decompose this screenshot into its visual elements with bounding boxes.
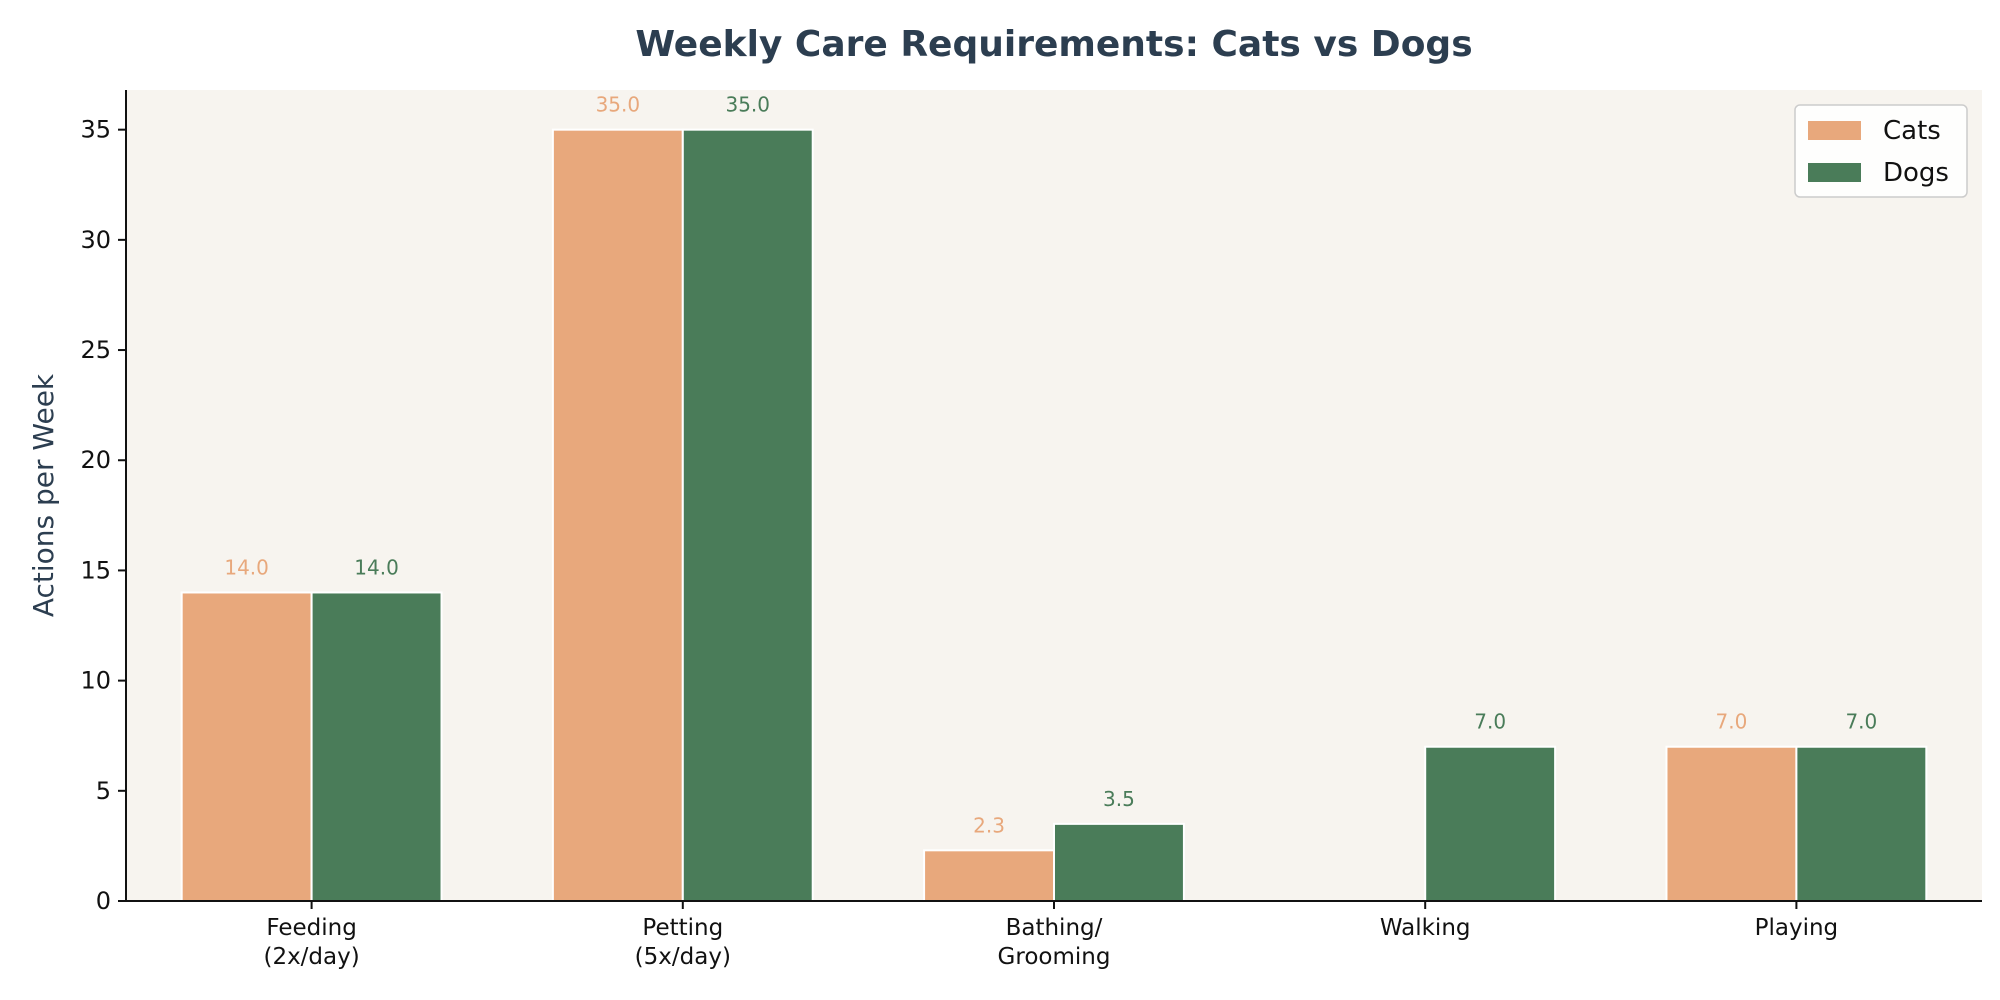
- data-label-dogs-2: 3.5: [1103, 787, 1135, 811]
- x-tick-label-line: Walking: [1380, 915, 1471, 941]
- x-tick-label: Walking: [1380, 915, 1471, 941]
- legend-swatch-cats: [1808, 121, 1861, 140]
- bar-cats-2: [923, 849, 1056, 902]
- y-tick-label: 25: [80, 336, 111, 364]
- data-label-cats-2: 2.3: [973, 813, 1005, 837]
- legend-swatch-dogs: [1808, 163, 1861, 182]
- legend-label-dogs: Dogs: [1883, 158, 1949, 188]
- y-tick-label: 35: [80, 116, 111, 144]
- x-tick-label-line: Grooming: [998, 944, 1111, 970]
- bar-dogs-0: [310, 591, 443, 903]
- legend-label-cats: Cats: [1883, 116, 1941, 146]
- y-tick-label: 30: [80, 226, 111, 254]
- bar-dogs-2: [1053, 822, 1185, 902]
- y-tick-label: 5: [96, 777, 111, 805]
- y-tick-label: 15: [80, 556, 111, 584]
- x-tick-label-line: Feeding: [266, 915, 356, 941]
- data-label-cats-1: 35.0: [596, 93, 641, 117]
- y-tick-label: 0: [96, 887, 111, 915]
- data-label-cats-4: 7.0: [1716, 710, 1748, 734]
- x-tick-label-line: Petting: [642, 915, 723, 941]
- x-tick-label-line: (5x/day): [635, 944, 731, 970]
- bar-cats-0: [180, 591, 313, 903]
- x-tick-label-line: (2x/day): [263, 944, 359, 970]
- x-tick-label: Bathing/Grooming: [998, 915, 1111, 970]
- x-tick-label-line: Bathing/: [1006, 915, 1103, 941]
- bar-dogs-4: [1795, 745, 1928, 903]
- bar-dogs-3: [1424, 745, 1557, 903]
- bar-cats-1: [551, 128, 684, 903]
- y-tick-label: 20: [80, 446, 111, 474]
- x-tick-label-line: Playing: [1755, 915, 1839, 941]
- y-tick-label: 10: [80, 667, 111, 695]
- chart-title: Weekly Care Requirements: Cats vs Dogs: [635, 24, 1472, 65]
- y-axis-label: Actions per Week: [27, 373, 60, 617]
- data-label-cats-0: 14.0: [224, 555, 269, 579]
- data-label-dogs-1: 35.0: [725, 93, 770, 117]
- data-label-dogs-4: 7.0: [1845, 710, 1877, 734]
- x-tick-label: Playing: [1755, 915, 1839, 941]
- data-label-dogs-3: 7.0: [1474, 710, 1506, 734]
- data-label-dogs-0: 14.0: [354, 555, 399, 579]
- bar-cats-4: [1665, 745, 1798, 903]
- x-tick-label: Petting (5x/day): [635, 915, 731, 970]
- x-tick-label: Feeding (2x/day): [263, 915, 359, 970]
- bar-dogs-1: [681, 128, 814, 903]
